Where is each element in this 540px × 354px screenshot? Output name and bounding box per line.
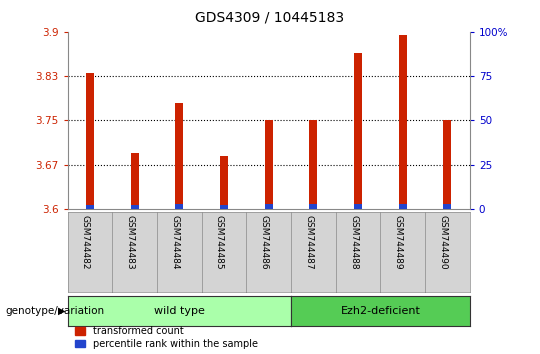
Text: wild type: wild type (154, 306, 205, 316)
Text: GSM744486: GSM744486 (260, 215, 269, 269)
Text: GSM744484: GSM744484 (170, 215, 179, 269)
Text: GSM744482: GSM744482 (81, 215, 90, 269)
Bar (131, 153, 139, 209)
Bar (175, 103, 183, 209)
Bar (265, 204, 273, 209)
Text: GSM744488: GSM744488 (349, 215, 358, 269)
Bar (309, 204, 318, 209)
Bar (443, 204, 451, 209)
Bar (354, 52, 362, 209)
Bar (220, 156, 228, 209)
Bar (175, 204, 183, 209)
Bar (354, 204, 362, 209)
Bar (265, 120, 273, 209)
Bar (86, 73, 94, 209)
Text: GSM744487: GSM744487 (305, 215, 313, 269)
Text: GSM744489: GSM744489 (394, 215, 403, 269)
Text: GSM744483: GSM744483 (125, 215, 134, 269)
Text: GSM744485: GSM744485 (215, 215, 224, 269)
Bar (443, 120, 451, 209)
Text: Ezh2-deficient: Ezh2-deficient (340, 306, 420, 316)
Bar (399, 204, 407, 209)
Text: GDS4309 / 10445183: GDS4309 / 10445183 (195, 11, 345, 25)
Text: ▶: ▶ (58, 306, 66, 316)
Bar (399, 35, 407, 209)
Bar (131, 205, 139, 209)
Text: genotype/variation: genotype/variation (5, 306, 105, 316)
Bar (220, 205, 228, 209)
Legend: transformed count, percentile rank within the sample: transformed count, percentile rank withi… (75, 326, 258, 349)
Text: GSM744490: GSM744490 (438, 215, 448, 269)
Bar (86, 205, 94, 209)
Bar (309, 120, 318, 209)
